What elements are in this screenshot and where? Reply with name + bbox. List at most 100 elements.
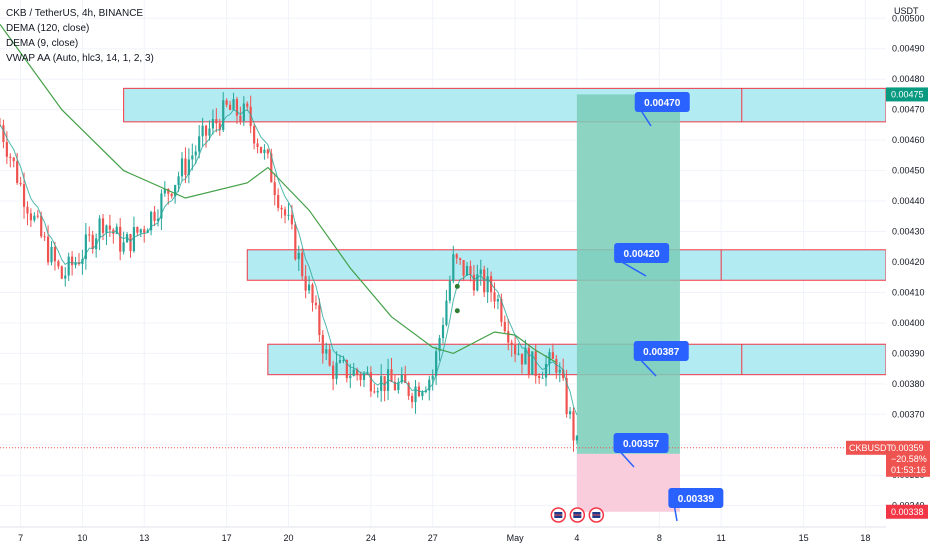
x-tick-label: 7 <box>18 533 23 543</box>
candle-body <box>12 157 15 162</box>
candle-body <box>400 374 403 383</box>
candle-body <box>198 136 201 152</box>
candle-body <box>208 128 211 136</box>
candle-body <box>407 382 410 396</box>
candle-body <box>551 352 554 359</box>
candle-body <box>125 234 129 243</box>
candle-body <box>71 256 74 266</box>
y-tick-label: 0.00400 <box>892 318 925 328</box>
time-axis: 7 10 13 17 20 24 27 May 4 8 11 15 18 <box>0 526 886 543</box>
candle-body <box>462 260 465 276</box>
price-callouts: 0.00470 0.00420 0.00387 0.00357 0.00339 <box>613 92 724 522</box>
candle-body <box>514 345 517 355</box>
candle-body <box>328 349 331 366</box>
y-tick-label: 0.00380 <box>892 379 925 389</box>
markers <box>454 283 605 523</box>
axis-price-badge-label: 0.00475 <box>891 89 924 99</box>
y-tick-label: 0.00430 <box>892 227 925 237</box>
y-tick-label: 0.00480 <box>892 74 925 84</box>
candle-body <box>60 266 63 279</box>
candle-body <box>373 391 376 393</box>
candle-body <box>301 252 304 277</box>
candle-body <box>531 351 534 375</box>
candle-body <box>57 261 60 267</box>
candle-body <box>2 125 5 143</box>
candle-body <box>435 351 438 376</box>
callout-pointer <box>619 260 647 277</box>
y-tick-label: 0.00410 <box>892 287 925 297</box>
candle-body <box>194 151 197 156</box>
x-tick-label: 24 <box>366 533 376 543</box>
candle-body <box>438 338 441 352</box>
candle-body <box>167 189 170 194</box>
candle-body <box>122 242 125 252</box>
candle-body <box>294 224 297 260</box>
candle-body <box>496 299 500 302</box>
y-tick-label: 0.00490 <box>892 44 925 54</box>
candle-body <box>520 353 524 365</box>
callout-label: 0.00357 <box>623 439 660 450</box>
axis-price-badge <box>886 504 928 519</box>
vwap-marker <box>454 283 460 289</box>
candle-body <box>174 185 177 197</box>
x-tick-label: 13 <box>139 533 149 543</box>
candle-body <box>163 189 166 194</box>
price-axis: 0.00500 0.00490 0.00480 0.00470 0.00460 0.004… <box>846 0 932 550</box>
dema-120-line <box>0 24 557 364</box>
candle-body <box>311 284 314 303</box>
candle-body <box>74 262 77 266</box>
candle-body <box>290 214 293 225</box>
y-tick-label: 0.00460 <box>892 135 925 145</box>
candle-body <box>476 274 479 291</box>
candle-body <box>325 349 328 354</box>
candle-body <box>524 347 527 365</box>
candle-body <box>259 146 263 153</box>
candle-body <box>448 280 451 301</box>
candle-body <box>410 395 414 403</box>
candle-body <box>204 125 208 136</box>
candle-body <box>441 325 445 339</box>
candle-body <box>256 143 259 147</box>
candle-body <box>64 275 67 279</box>
y-tick-label: 0.00370 <box>892 409 925 419</box>
y-tick-label: 0.00470 <box>892 105 925 115</box>
candle-body <box>455 254 458 259</box>
candle-body <box>472 274 476 291</box>
candle-body <box>101 218 105 233</box>
candle-body <box>98 218 101 239</box>
candle-body <box>359 374 362 380</box>
candle-body <box>26 206 29 214</box>
candle-body <box>180 158 184 177</box>
x-tick-label: 17 <box>222 533 232 543</box>
candle-body <box>95 238 98 250</box>
candle-body <box>108 225 111 230</box>
candle-body <box>568 411 572 415</box>
callout-label: 0.00387 <box>643 347 680 358</box>
candle-body <box>22 184 26 207</box>
candle-body <box>538 376 541 379</box>
callout-label: 0.00470 <box>644 98 681 109</box>
price-callout: 0.00339 <box>668 488 724 522</box>
candle-body <box>132 227 136 252</box>
x-tick-label: 27 <box>428 533 438 543</box>
candle-body <box>510 342 513 346</box>
candle-body <box>380 376 383 392</box>
price-callout: 0.00420 <box>614 243 670 277</box>
candle-body <box>565 378 568 415</box>
y-tick-label: 0.00450 <box>892 166 925 176</box>
candle-body <box>88 234 91 236</box>
candle-body <box>9 156 12 158</box>
candle-body <box>421 392 424 397</box>
candle-body <box>486 276 489 293</box>
candle-body <box>19 182 22 185</box>
candle-body <box>136 227 139 233</box>
candle-body <box>280 207 283 210</box>
candle-body <box>270 153 273 183</box>
candle-body <box>184 158 187 175</box>
x-tick-label: May <box>507 533 525 543</box>
candle-body <box>156 218 160 221</box>
candle-body <box>283 209 287 216</box>
candle-body <box>465 265 469 276</box>
candle-body <box>369 372 372 392</box>
